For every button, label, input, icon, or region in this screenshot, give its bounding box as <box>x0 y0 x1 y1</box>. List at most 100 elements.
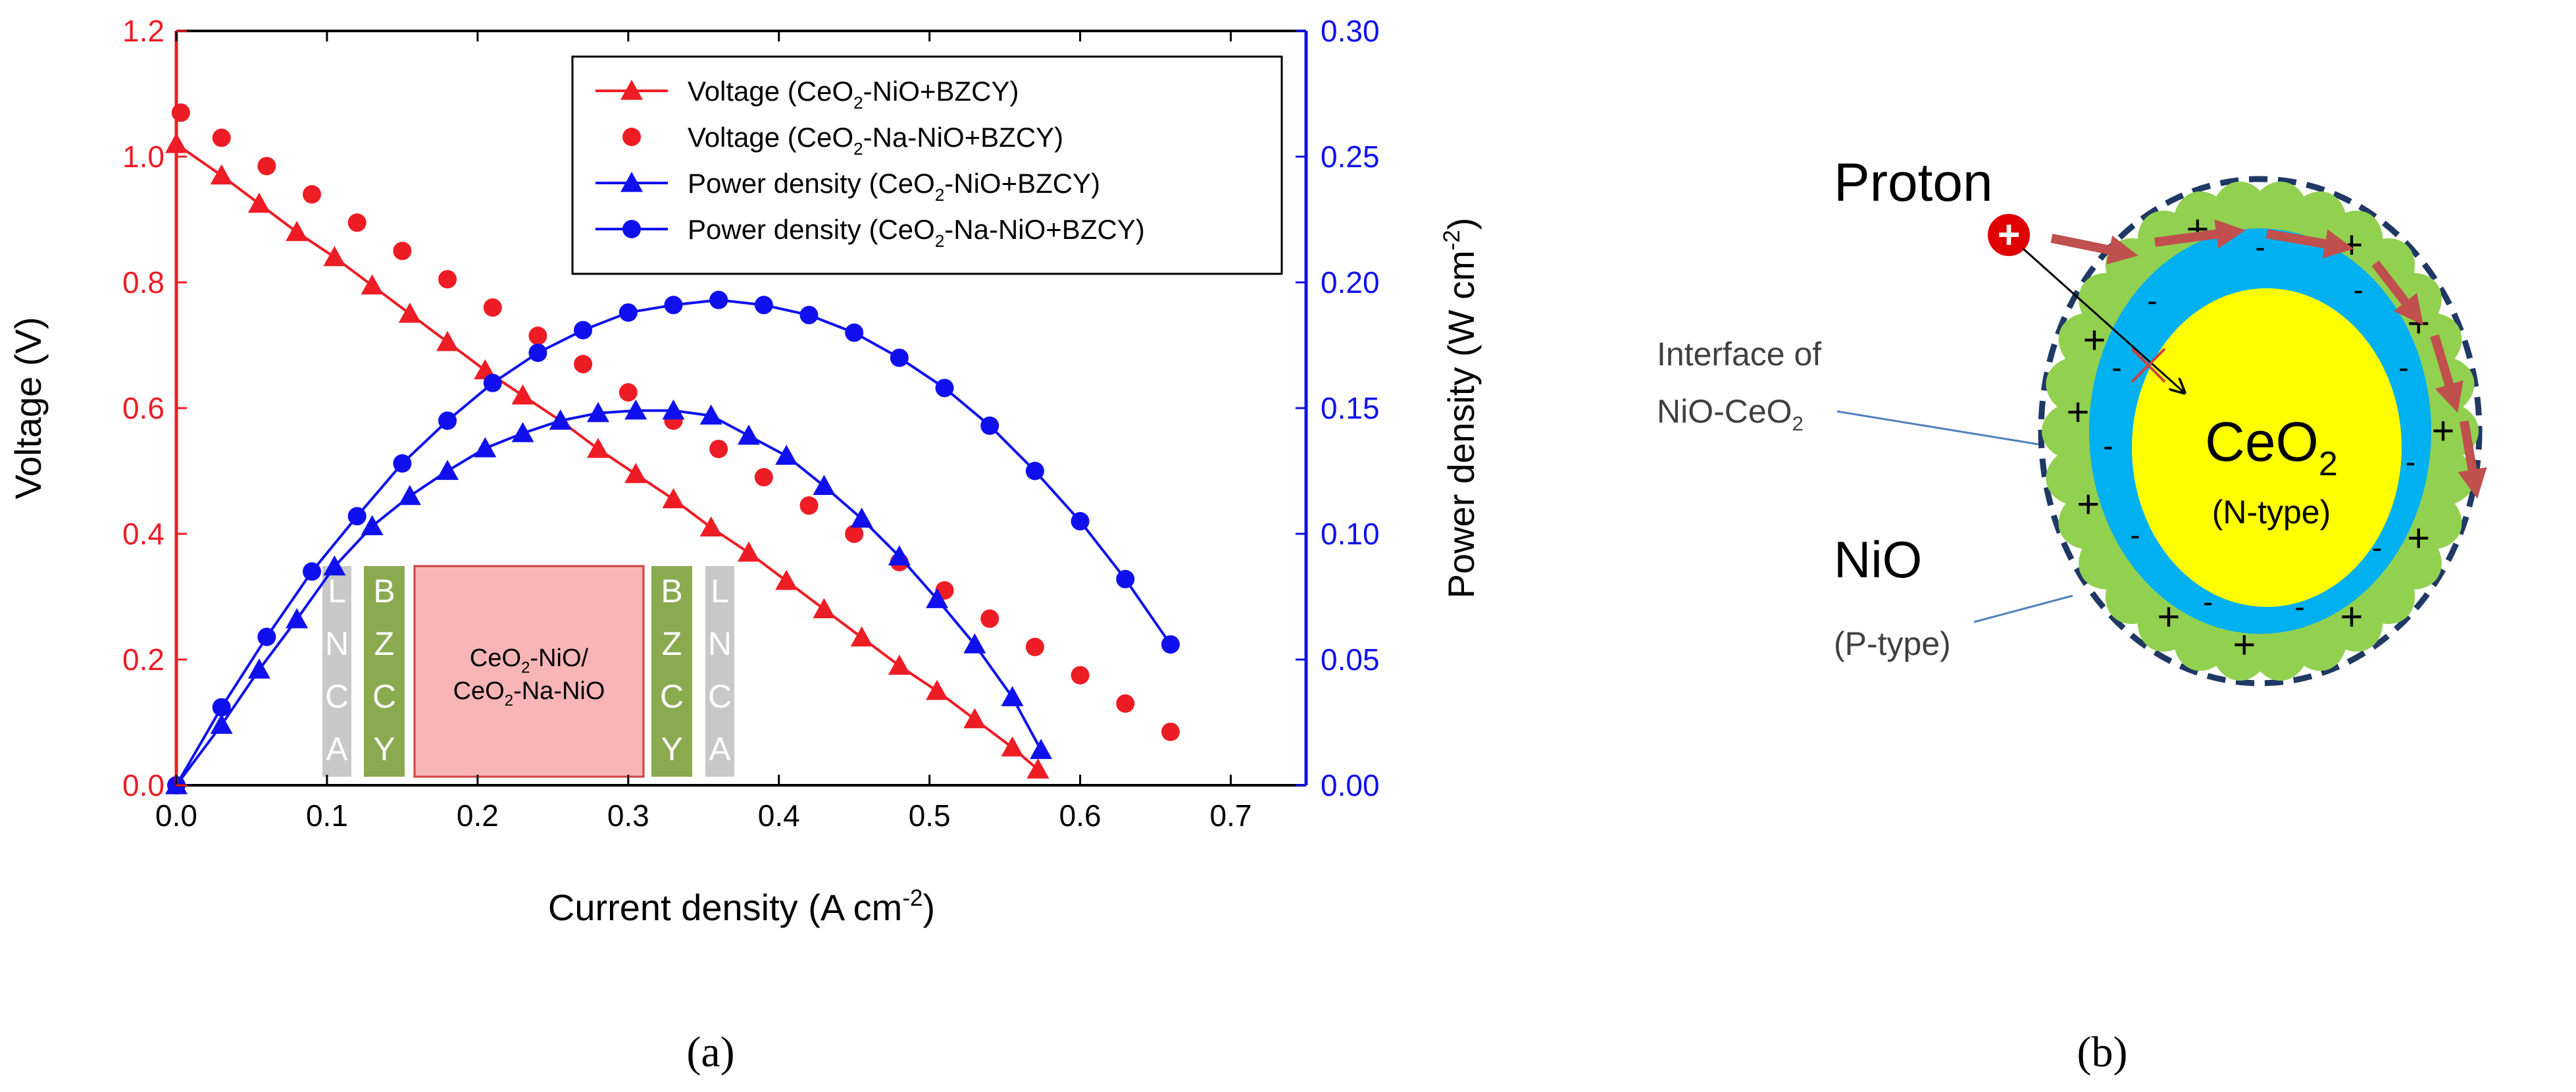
data-point <box>845 525 864 543</box>
lnca-right-rect <box>705 566 734 777</box>
legend-marker <box>620 172 643 192</box>
plus-charge: + <box>2067 390 2090 434</box>
x-tick-label: 0.1 <box>306 798 348 833</box>
data-point <box>1025 637 1044 656</box>
data-point <box>247 192 270 213</box>
data-point <box>303 185 322 204</box>
y-left-tick-label: 0.8 <box>122 265 164 299</box>
data-point <box>438 411 457 430</box>
blocked-path-line <box>2023 247 2183 392</box>
ceo2-core <box>2132 288 2402 607</box>
data-point <box>1071 511 1090 531</box>
data-point <box>171 103 190 122</box>
x-tick-label: 0.0 <box>155 798 197 833</box>
data-point <box>483 298 502 317</box>
data-point <box>247 658 270 679</box>
data-point <box>212 698 231 717</box>
legend-box <box>571 55 1283 275</box>
nio-type-label: (P-type) <box>1834 625 1951 662</box>
legend-entry: Power density (CeO2-NiO+BZCY) <box>595 168 1100 205</box>
data-point <box>257 627 276 646</box>
data-point <box>963 708 986 729</box>
data-point <box>799 496 819 515</box>
lnca-left-letter: C <box>325 678 349 715</box>
data-point <box>963 633 986 654</box>
x-tick-label: 0.6 <box>1059 798 1101 833</box>
migration-arrow <box>2430 334 2463 413</box>
data-point <box>587 402 610 423</box>
bzcy-right: BZCY <box>651 566 692 777</box>
series-3 <box>165 399 1053 794</box>
data-point <box>483 373 502 392</box>
outer-dashed-boundary <box>2038 176 2483 687</box>
minus-charge: - <box>2294 590 2304 624</box>
data-point <box>709 290 728 309</box>
x-axis-label: Current density (A cm-2) <box>548 885 935 928</box>
plus-charge: + <box>2083 318 2106 362</box>
cell-label-line1: CeO2-NiO/ <box>470 644 589 677</box>
legend-marker <box>622 220 641 238</box>
proton-symbol <box>1985 211 2033 259</box>
bzcy-right-letter: C <box>660 678 684 715</box>
electrolyte-cell <box>413 565 645 778</box>
bzcy-right-letter: Y <box>661 731 682 767</box>
data-point <box>775 569 798 590</box>
minus-charge: - <box>2372 531 2382 565</box>
charges: + ++++++++++----------- <box>2067 207 2455 667</box>
y-right-tick-label: 0.20 <box>1321 265 1380 299</box>
x-tick-label: 0.5 <box>909 798 951 833</box>
lnca-right-letter: A <box>709 731 731 767</box>
plus-charge: + <box>2157 594 2180 638</box>
data-point <box>799 305 819 325</box>
data-point <box>754 468 773 487</box>
proton-path-arrows <box>2050 219 2487 499</box>
plus-charge: + <box>2233 623 2256 667</box>
data-point <box>361 274 384 295</box>
captions: (a) (b) <box>686 1028 2127 1076</box>
data-point <box>699 404 722 425</box>
bzcy-right-rect <box>651 566 692 777</box>
minus-charge: - <box>2147 283 2157 317</box>
y-left-tick-label: 0.0 <box>122 768 164 802</box>
core-type-label: (N-type) <box>2212 494 2331 531</box>
bzcy-left-letter: Z <box>374 625 395 662</box>
data-point <box>935 378 954 398</box>
caption-a: (a) <box>686 1028 734 1076</box>
data-point <box>619 383 638 402</box>
legend-marker <box>622 128 641 146</box>
data-point <box>850 626 873 647</box>
data-point <box>1116 569 1135 588</box>
minus-charge: - <box>2203 585 2213 619</box>
legend-entry: Voltage (CeO2-Na-NiO+BZCY) <box>622 122 1063 159</box>
data-point <box>347 507 366 526</box>
x-tick-label: 0.2 <box>457 798 499 833</box>
migration-arrow <box>2371 260 2423 326</box>
data-point <box>624 463 647 483</box>
data-point <box>549 409 572 430</box>
data-point <box>737 541 760 562</box>
y-left-tick-label: 1.2 <box>122 14 164 48</box>
data-point <box>845 323 864 342</box>
data-point <box>754 296 773 315</box>
ceo2-core-label: CeO2 <box>2205 411 2338 483</box>
data-point <box>850 507 873 528</box>
data-point <box>257 157 276 176</box>
series-1 <box>165 132 1049 779</box>
data-point <box>813 475 836 496</box>
legend-label: Power density (CeO2-NiO+BZCY) <box>688 168 1100 205</box>
data-point <box>699 516 722 537</box>
data-point <box>619 303 638 322</box>
bzcy-left-letter: C <box>372 678 396 715</box>
bzcy-right-letter: B <box>661 573 682 610</box>
x-tick-label: 0.4 <box>758 798 800 833</box>
data-point <box>361 515 384 536</box>
plus-charge: + <box>2340 594 2363 638</box>
plus-charge: + <box>2340 223 2363 267</box>
data-point <box>775 444 798 465</box>
legend-label: Voltage (CeO2-Na-NiO+BZCY) <box>688 122 1063 159</box>
data-point <box>980 416 999 435</box>
plus-charge: + <box>2077 482 2100 526</box>
data-point <box>737 425 760 445</box>
data-point <box>393 454 412 473</box>
